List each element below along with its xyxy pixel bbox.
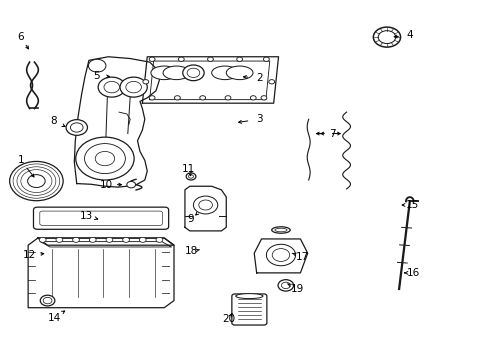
Circle shape <box>120 77 147 97</box>
Circle shape <box>261 96 266 100</box>
Circle shape <box>139 237 146 242</box>
Circle shape <box>98 77 125 97</box>
Text: 4: 4 <box>406 30 412 40</box>
Circle shape <box>236 57 242 62</box>
Circle shape <box>76 137 134 180</box>
Circle shape <box>66 120 87 135</box>
Circle shape <box>207 57 213 62</box>
Polygon shape <box>38 238 174 245</box>
Text: 16: 16 <box>406 268 420 278</box>
Text: 11: 11 <box>182 164 195 174</box>
Circle shape <box>104 81 119 93</box>
Circle shape <box>10 161 63 201</box>
Circle shape <box>126 181 135 188</box>
Circle shape <box>193 196 217 214</box>
Circle shape <box>95 152 115 166</box>
Ellipse shape <box>226 66 252 80</box>
Text: 2: 2 <box>255 73 262 83</box>
Circle shape <box>156 237 163 242</box>
Circle shape <box>183 65 203 81</box>
Text: 6: 6 <box>18 32 24 42</box>
Circle shape <box>186 173 196 180</box>
Circle shape <box>224 96 230 100</box>
FancyBboxPatch shape <box>231 294 266 325</box>
Circle shape <box>372 27 400 47</box>
Polygon shape <box>184 186 226 231</box>
Circle shape <box>39 237 46 242</box>
Circle shape <box>188 175 193 178</box>
Text: 20: 20 <box>222 314 235 324</box>
Text: 14: 14 <box>48 312 61 323</box>
Text: 15: 15 <box>405 200 418 210</box>
Circle shape <box>149 57 155 62</box>
Text: 3: 3 <box>255 114 262 124</box>
Ellipse shape <box>235 294 263 298</box>
Polygon shape <box>28 238 174 308</box>
Circle shape <box>199 200 212 210</box>
Text: 9: 9 <box>187 214 194 224</box>
Circle shape <box>266 244 295 266</box>
Circle shape <box>142 80 148 84</box>
Circle shape <box>56 237 62 242</box>
Ellipse shape <box>151 66 177 80</box>
Circle shape <box>122 237 129 242</box>
Text: 10: 10 <box>99 180 112 190</box>
Text: 8: 8 <box>50 116 57 126</box>
Circle shape <box>174 96 180 100</box>
Circle shape <box>73 237 79 242</box>
Circle shape <box>84 144 125 174</box>
Circle shape <box>106 237 113 242</box>
Circle shape <box>377 31 395 44</box>
Circle shape <box>89 237 96 242</box>
Circle shape <box>149 96 155 100</box>
Circle shape <box>272 249 289 261</box>
Polygon shape <box>254 239 307 273</box>
Circle shape <box>187 68 200 77</box>
Circle shape <box>43 297 52 304</box>
Ellipse shape <box>163 66 189 80</box>
Circle shape <box>178 57 184 62</box>
Ellipse shape <box>271 227 289 233</box>
Circle shape <box>125 81 141 93</box>
Circle shape <box>278 280 293 291</box>
Ellipse shape <box>274 228 286 232</box>
Text: 12: 12 <box>23 250 36 260</box>
Circle shape <box>88 59 106 72</box>
Circle shape <box>70 123 83 132</box>
Circle shape <box>28 175 45 188</box>
Circle shape <box>250 96 256 100</box>
Text: 7: 7 <box>328 129 335 139</box>
Polygon shape <box>142 57 278 103</box>
Text: 1: 1 <box>18 156 24 165</box>
Circle shape <box>40 295 55 306</box>
Circle shape <box>200 96 205 100</box>
Polygon shape <box>74 57 159 187</box>
Circle shape <box>281 282 289 289</box>
Circle shape <box>268 80 274 84</box>
Text: 13: 13 <box>80 211 93 221</box>
Text: 19: 19 <box>290 284 303 294</box>
Text: 17: 17 <box>296 252 309 262</box>
Text: 18: 18 <box>184 247 197 256</box>
Circle shape <box>263 57 269 62</box>
FancyBboxPatch shape <box>33 207 168 229</box>
Text: 5: 5 <box>93 71 100 81</box>
Ellipse shape <box>211 66 238 80</box>
